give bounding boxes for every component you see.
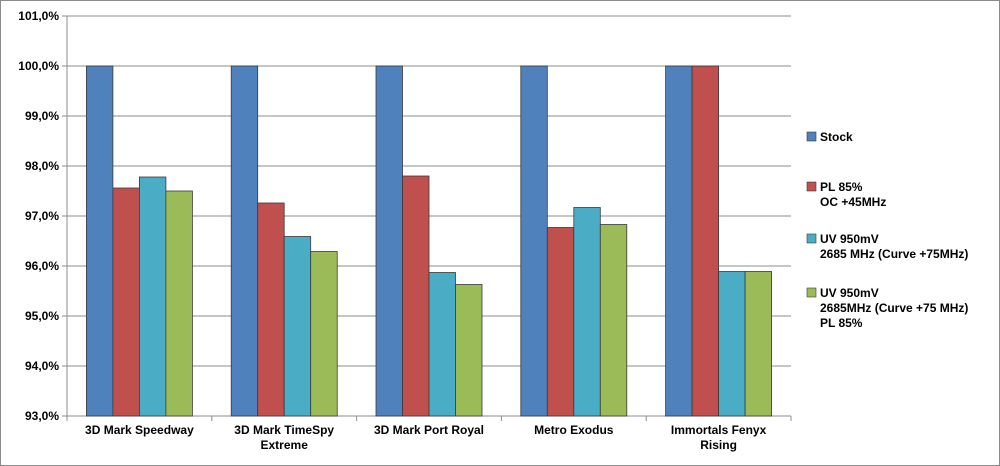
bar bbox=[744, 271, 772, 417]
y-tick-label: 94,0% bbox=[25, 359, 59, 373]
legend-swatch bbox=[806, 233, 817, 244]
bar bbox=[165, 190, 193, 417]
bar bbox=[599, 224, 628, 417]
legend-label: UV 950mV 2685MHz (Curve +75 MHz) PL 85% bbox=[820, 286, 968, 330]
bar bbox=[310, 251, 338, 417]
legend-item: Stock bbox=[806, 130, 853, 144]
y-tick-label: 99,0% bbox=[25, 109, 59, 123]
legend-swatch bbox=[806, 181, 817, 192]
legend-item: PL 85% OC +45MHz bbox=[806, 180, 886, 209]
y-tick-label: 96,0% bbox=[25, 259, 59, 273]
bar bbox=[428, 272, 456, 417]
tick-labels: 93,0% 94,0% 95,0% 96,0% 97,0% 98,0% 99,0% 100,0… bbox=[18, 9, 766, 452]
y-tick-label: 100,0% bbox=[18, 59, 59, 73]
bar bbox=[573, 207, 601, 417]
x-tick-label: 3D Mark Port Royal bbox=[374, 423, 484, 437]
legend-label: UV 950mV 2685 MHz (Curve +75MHz) bbox=[820, 232, 968, 261]
x-tick-label: 3D Mark TimeSpy Extreme bbox=[234, 423, 334, 452]
y-tick-label: 95,0% bbox=[25, 309, 59, 323]
bar bbox=[86, 65, 114, 417]
y-tick-label: 93,0% bbox=[25, 409, 59, 423]
bar bbox=[520, 65, 548, 417]
legend-item: UV 950mV 2685 MHz (Curve +75MHz) bbox=[806, 232, 968, 261]
x-tick-label: Immortals Fenyx Rising bbox=[671, 423, 767, 452]
bar bbox=[283, 236, 312, 417]
legend-swatch bbox=[806, 287, 817, 298]
y-tick-label: 98,0% bbox=[25, 159, 59, 173]
bar bbox=[691, 65, 719, 417]
bar bbox=[665, 65, 693, 417]
legend-swatch bbox=[806, 131, 817, 142]
x-tick-label: Metro Exodus bbox=[534, 423, 614, 437]
bar bbox=[402, 175, 430, 417]
y-tick-label: 97,0% bbox=[25, 209, 59, 223]
bar bbox=[230, 65, 259, 417]
legend: Stock PL 85% OC +45MHz UV 950mV 2685 MHz (Cu… bbox=[806, 130, 968, 330]
bar bbox=[455, 284, 483, 417]
y-tick-label: 101,0% bbox=[18, 9, 59, 23]
bars bbox=[86, 65, 772, 417]
bar bbox=[112, 187, 140, 417]
x-tick-label: 3D Mark Speedway bbox=[85, 423, 194, 437]
legend-label: Stock bbox=[820, 130, 853, 144]
legend-item: UV 950mV 2685MHz (Curve +75 MHz) PL 85% bbox=[806, 286, 968, 330]
bar bbox=[257, 202, 285, 417]
bar bbox=[375, 65, 403, 417]
bar bbox=[546, 227, 575, 417]
bar bbox=[138, 176, 167, 417]
bar bbox=[718, 271, 746, 417]
legend-label: PL 85% OC +45MHz bbox=[820, 180, 886, 209]
